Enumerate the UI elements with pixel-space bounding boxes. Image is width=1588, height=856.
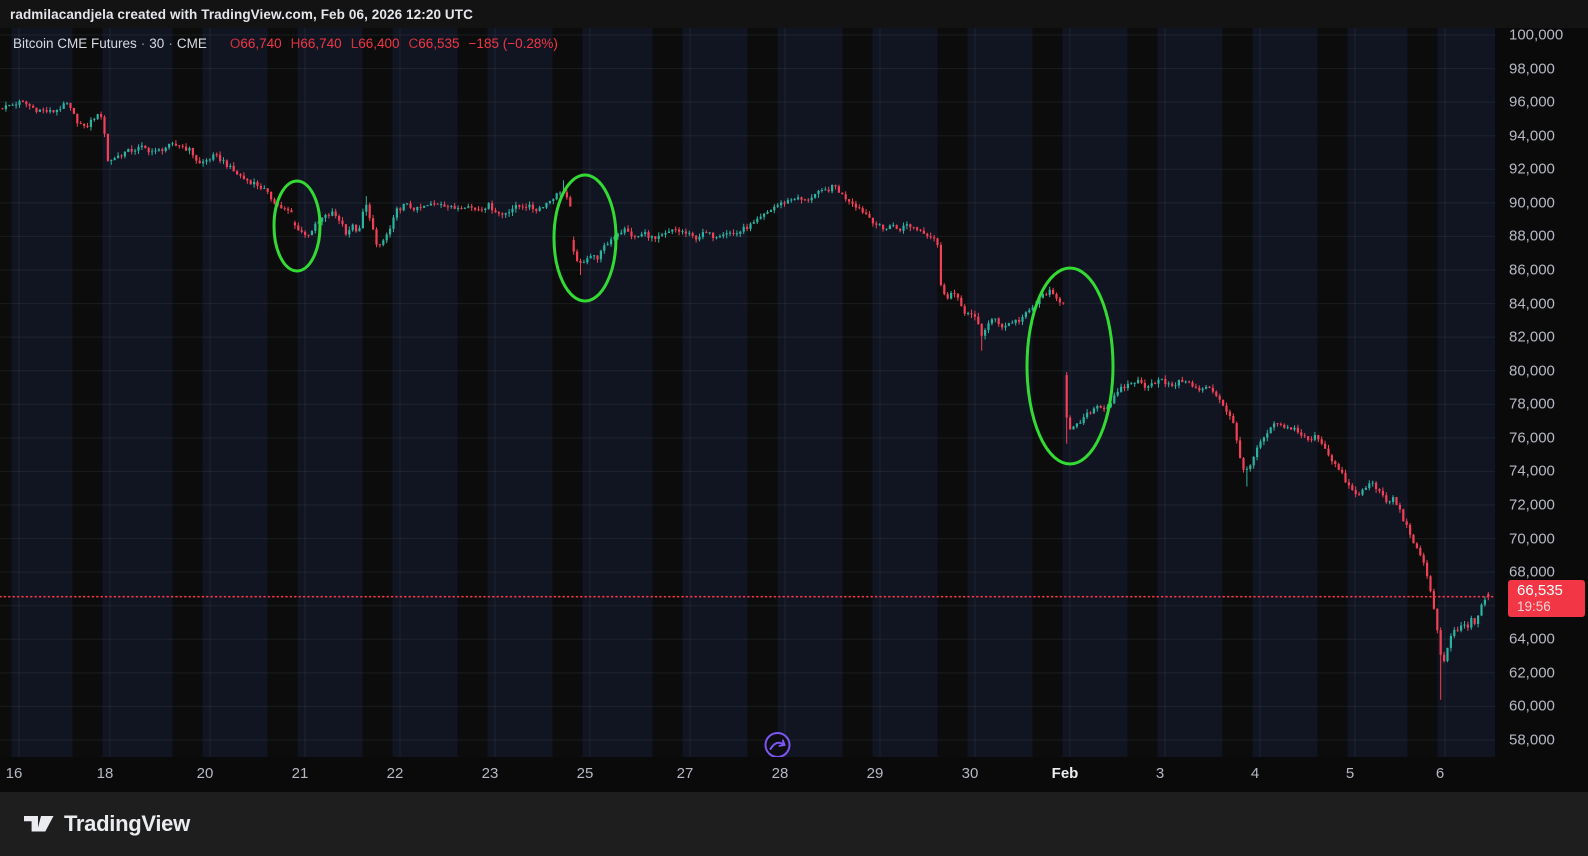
price-axis[interactable]: 66,535 19:56 100,000 98,000 96,000 94,000 92…	[1495, 26, 1588, 757]
price-tick-58000: 58,000	[1509, 731, 1555, 749]
candle-bodies-up	[4, 101, 1486, 661]
candle-wicks-up	[5, 99, 1486, 663]
candle-bodies-down	[1, 100, 1490, 661]
tradingview-wordmark: TradingView	[64, 811, 190, 836]
price-tick-72000: 72,000	[1509, 496, 1555, 514]
session-break-band	[1317, 28, 1348, 757]
high-value: 66,740	[300, 36, 342, 51]
price-tick-90000: 90,000	[1509, 194, 1555, 212]
price-tick-80000: 80,000	[1509, 362, 1555, 380]
time-label-4: 4	[1250, 765, 1260, 782]
ohlc-values: O66,740 H66,740 L66,400 C66,535 −185 (−0.28%…	[221, 36, 558, 51]
time-axis[interactable]: 16 18 20 21 22 23 25 27 28 29 30 Feb 3 4 5 6	[0, 757, 1588, 792]
price-tick-68000: 68,000	[1509, 563, 1555, 581]
chart-section: Bitcoin CME Futures · 30 · CME O66,740 H66,740…	[0, 26, 1588, 757]
last-price-value: 66,535	[1517, 581, 1563, 599]
gap-annotation-ellipse[interactable]	[552, 173, 618, 303]
chart-plot-area[interactable]: Bitcoin CME Futures · 30 · CME O66,740 H66,740…	[0, 28, 1495, 757]
time-label-30: 30	[961, 765, 979, 782]
price-tick-88000: 88,000	[1509, 227, 1555, 245]
attribution-text: radmilacandjela created with TradingView…	[10, 6, 473, 22]
time-label-22: 22	[386, 765, 404, 782]
price-tick-76000: 76,000	[1509, 429, 1555, 447]
jump-to-date-icon[interactable]	[764, 732, 791, 757]
session-break-band	[652, 28, 683, 757]
time-label-3: 3	[1155, 765, 1165, 782]
price-tick-94000: 94,000	[1509, 127, 1555, 145]
close-label: C	[408, 36, 419, 51]
session-break-band	[552, 28, 583, 757]
session-break-band	[1127, 28, 1158, 757]
session-break-band	[0, 28, 12, 757]
session-break-band	[842, 28, 873, 757]
time-label-29: 29	[866, 765, 884, 782]
candlestick-chart	[0, 28, 1495, 757]
gap-annotation-ellipse[interactable]	[272, 179, 322, 273]
time-label-27: 27	[676, 765, 694, 782]
high-label: H	[290, 36, 301, 51]
session-break-band	[747, 28, 778, 757]
change-value: −185 (−0.28%)	[468, 36, 558, 51]
price-tick-100000: 100,000	[1509, 26, 1564, 44]
time-label-16: 16	[5, 765, 23, 782]
candle-wicks-down	[2, 100, 1489, 700]
symbol-legend[interactable]: Bitcoin CME Futures · 30 · CME O66,740 H66,740…	[13, 36, 558, 51]
price-tick-96000: 96,000	[1509, 93, 1555, 111]
price-tick-60000: 60,000	[1509, 697, 1555, 715]
tradingview-logo[interactable]: TradingView	[24, 811, 190, 837]
time-label-Feb: Feb	[1051, 765, 1079, 782]
session-break-band	[937, 28, 968, 757]
session-break-band	[1222, 28, 1253, 757]
bar-countdown: 19:56	[1517, 598, 1551, 614]
exchange-name: CME	[176, 36, 207, 51]
tradingview-logo-icon	[24, 816, 54, 832]
session-break-band	[1032, 28, 1063, 757]
time-label-21: 21	[291, 765, 309, 782]
time-label-23: 23	[481, 765, 499, 782]
time-label-20: 20	[196, 765, 214, 782]
symbol-name: Bitcoin CME Futures	[13, 36, 137, 51]
open-label: O	[229, 36, 241, 51]
session-break-band	[1407, 28, 1438, 757]
session-break-band	[362, 28, 393, 757]
price-tick-62000: 62,000	[1509, 664, 1555, 682]
legend-separator-2: ·	[168, 36, 173, 51]
interval-value: 30	[149, 36, 165, 51]
low-value: 66,400	[358, 36, 400, 51]
time-label-5: 5	[1345, 765, 1355, 782]
last-price-badge: 66,535 19:56	[1508, 579, 1585, 617]
session-break-band	[457, 28, 488, 757]
price-tick-82000: 82,000	[1509, 328, 1555, 346]
price-tick-92000: 92,000	[1509, 160, 1555, 178]
legend-separator-1: ·	[140, 36, 146, 51]
open-value: 66,740	[240, 36, 282, 51]
time-label-18: 18	[96, 765, 114, 782]
time-label-25: 25	[576, 765, 594, 782]
low-label: L	[350, 36, 359, 51]
price-tick-98000: 98,000	[1509, 60, 1555, 78]
attribution-bar: radmilacandjela created with TradingView…	[0, 0, 1588, 28]
close-value: 66,535	[418, 36, 460, 51]
session-break-band	[172, 28, 203, 757]
gap-annotation-ellipse[interactable]	[1025, 266, 1115, 466]
price-tick-84000: 84,000	[1509, 295, 1555, 313]
session-break-band	[72, 28, 103, 757]
footer-bar: TradingView	[0, 792, 1588, 856]
time-label-6: 6	[1435, 765, 1445, 782]
price-tick-74000: 74,000	[1509, 462, 1555, 480]
price-tick-78000: 78,000	[1509, 395, 1555, 413]
time-label-28: 28	[771, 765, 789, 782]
session-break-band	[267, 28, 298, 757]
price-tick-70000: 70,000	[1509, 530, 1555, 548]
price-tick-64000: 64,000	[1509, 630, 1555, 648]
price-tick-86000: 86,000	[1509, 261, 1555, 279]
